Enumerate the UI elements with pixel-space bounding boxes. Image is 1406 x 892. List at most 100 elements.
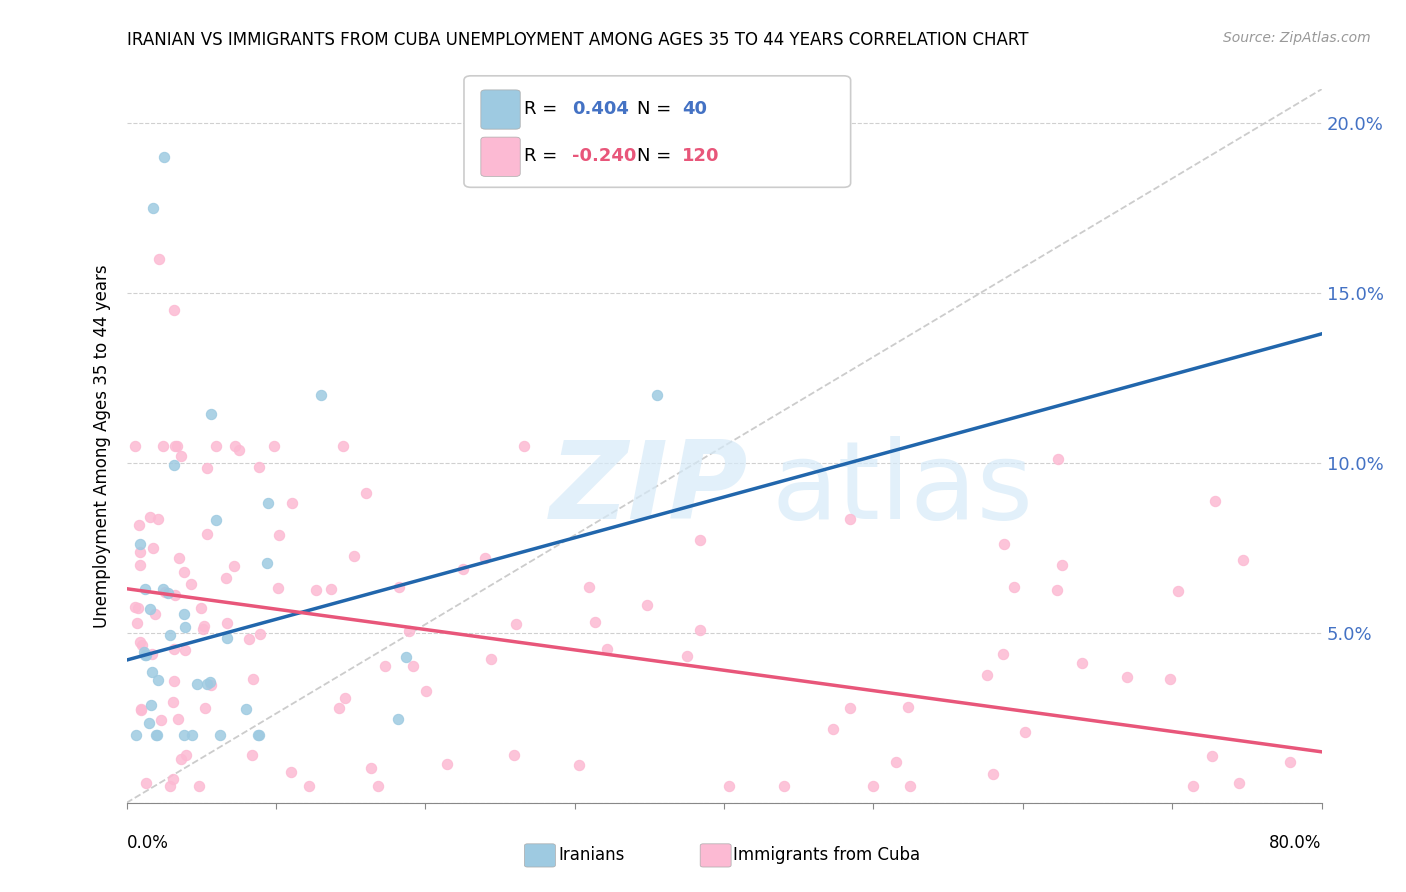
Point: [1204, 493, 1226, 508]
Point: [165, 589, 187, 603]
Point: [436, 757, 458, 772]
Point: [139, 601, 162, 615]
Point: [281, 496, 304, 510]
Point: [174, 747, 197, 762]
Point: [636, 598, 658, 612]
Point: [145, 728, 167, 742]
Point: [141, 647, 163, 661]
Point: [1047, 452, 1070, 467]
Point: [388, 580, 411, 594]
Point: [328, 700, 350, 714]
Point: [148, 673, 170, 688]
Text: R =: R =: [524, 100, 564, 118]
Text: N =: N =: [637, 147, 676, 165]
Point: [125, 616, 148, 631]
Point: [142, 201, 165, 215]
Point: [127, 601, 149, 615]
Point: [676, 649, 699, 664]
Point: [269, 528, 291, 542]
Point: [173, 607, 195, 621]
Point: [1115, 670, 1137, 684]
Point: [159, 779, 181, 793]
Point: [505, 616, 527, 631]
Point: [1278, 755, 1301, 769]
Point: [124, 728, 146, 742]
Text: Iranians: Iranians: [558, 847, 624, 864]
Point: [134, 582, 156, 596]
Point: [332, 439, 354, 453]
Point: [146, 728, 169, 742]
Point: [129, 703, 152, 717]
Point: [991, 647, 1014, 661]
Point: [249, 627, 271, 641]
Point: [305, 583, 328, 598]
Point: [148, 512, 170, 526]
Point: [280, 765, 302, 780]
Point: [897, 700, 920, 714]
Point: [215, 631, 238, 645]
Point: [1052, 558, 1074, 572]
Point: [124, 599, 146, 614]
Point: [321, 582, 343, 597]
Point: [1014, 724, 1036, 739]
Point: [155, 585, 177, 599]
Point: [398, 624, 420, 639]
Point: [309, 388, 332, 402]
Point: [129, 545, 152, 559]
Point: [173, 620, 195, 634]
Point: [247, 728, 270, 742]
Text: 0.0%: 0.0%: [127, 834, 169, 852]
Point: [162, 695, 184, 709]
Point: [195, 677, 218, 691]
Point: [240, 747, 263, 762]
Point: [568, 758, 591, 772]
Point: [129, 702, 152, 716]
Point: [169, 449, 191, 463]
Point: [247, 728, 270, 742]
Point: [981, 766, 1004, 780]
Point: [132, 645, 155, 659]
Point: [1232, 552, 1254, 566]
Point: [135, 648, 157, 662]
Point: [152, 582, 174, 596]
Point: [773, 779, 796, 793]
Point: [1181, 779, 1204, 793]
Point: [583, 615, 606, 629]
Point: [174, 643, 197, 657]
Point: [169, 752, 191, 766]
Point: [224, 439, 246, 453]
Point: [138, 715, 160, 730]
Point: [159, 627, 181, 641]
Point: [395, 649, 418, 664]
Text: ZIP: ZIP: [550, 436, 748, 541]
Point: [193, 622, 215, 636]
Point: [131, 639, 153, 653]
Point: [862, 779, 884, 793]
Point: [354, 485, 377, 500]
Point: [198, 675, 221, 690]
Text: 40: 40: [682, 100, 707, 118]
Point: [453, 562, 475, 576]
Point: [513, 439, 536, 453]
Point: [205, 513, 228, 527]
Text: R =: R =: [524, 147, 564, 165]
Point: [645, 388, 668, 402]
Point: [166, 712, 188, 726]
Point: [224, 559, 246, 574]
Point: [298, 779, 321, 793]
Point: [139, 510, 162, 524]
Point: [1159, 672, 1181, 686]
Point: [235, 702, 257, 716]
Point: [238, 632, 260, 646]
Point: [215, 571, 238, 585]
Point: [333, 691, 356, 706]
Point: [1071, 656, 1094, 670]
Text: 80.0%: 80.0%: [1270, 834, 1322, 852]
Point: [195, 527, 218, 541]
Point: [162, 772, 184, 787]
Text: N =: N =: [637, 100, 676, 118]
Point: [173, 565, 195, 579]
Point: [163, 641, 186, 656]
Point: [884, 756, 907, 770]
Point: [976, 668, 998, 682]
